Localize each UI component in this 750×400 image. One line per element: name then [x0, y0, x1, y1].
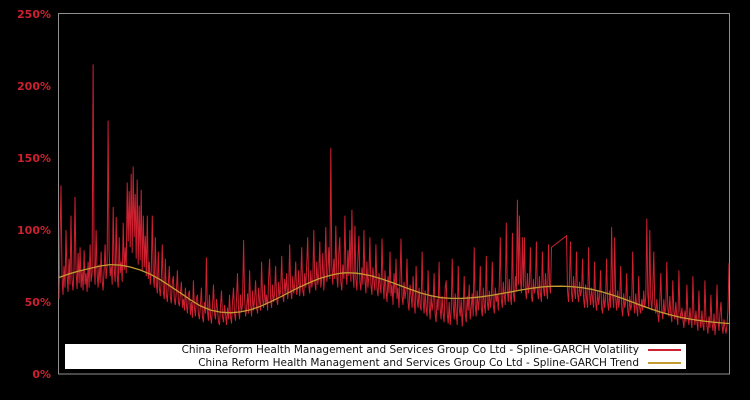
legend-line-sample-volatility	[648, 349, 681, 352]
volatility-series-line	[58, 64, 730, 336]
y-axis: 0% 50% 100% 150% 200% 250%	[17, 8, 51, 381]
legend: China Reform Health Management and Servi…	[65, 344, 686, 369]
legend-label-volatility: China Reform Health Management and Servi…	[181, 344, 639, 357]
legend-label-trend: China Reform Health Management and Servi…	[198, 356, 639, 369]
legend-line-sample-trend	[648, 361, 681, 364]
y-axis-tick-label: 100%	[17, 224, 51, 237]
y-axis-tick-label: 150%	[17, 152, 51, 165]
legend-row-volatility: China Reform Health Management and Servi…	[65, 344, 686, 357]
y-axis-tick-label: 50%	[25, 296, 51, 309]
legend-row-trend: China Reform Health Management and Servi…	[65, 357, 686, 370]
y-axis-tick-label: 0%	[32, 368, 51, 381]
y-axis-tick-label: 250%	[17, 8, 51, 21]
trend-series-line	[58, 263, 730, 325]
y-axis-tick-label: 200%	[17, 80, 51, 93]
plot-border	[58, 13, 730, 375]
